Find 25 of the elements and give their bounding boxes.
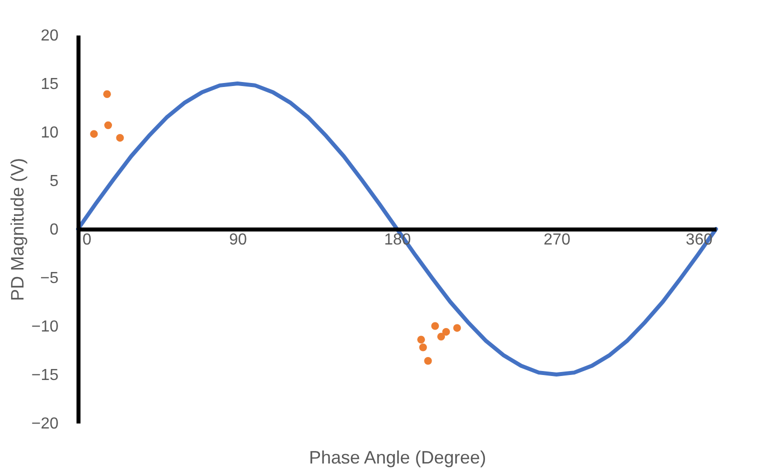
y-axis-title: PD Magnitude (V) — [7, 158, 28, 302]
point — [453, 324, 461, 332]
point — [103, 90, 111, 98]
point — [437, 332, 445, 341]
point — [424, 357, 432, 365]
y-tick-label: −15 — [31, 367, 59, 384]
point — [442, 328, 450, 336]
point — [431, 322, 439, 330]
y-tick-label: 15 — [40, 76, 59, 93]
y-tick-label: 5 — [50, 173, 59, 190]
line-series — [76, 82, 718, 376]
x-tick-label: 270 — [544, 232, 570, 248]
x-tick-label: 90 — [229, 232, 247, 248]
point — [90, 130, 98, 138]
y-tick-label: −10 — [31, 318, 59, 336]
y-tick-label: 20 — [40, 28, 59, 44]
point — [116, 134, 124, 142]
point — [104, 121, 112, 130]
point — [419, 343, 427, 352]
y-tick-label: −5 — [40, 270, 59, 287]
point — [417, 336, 425, 344]
y-tick-label: 10 — [40, 124, 59, 142]
x-axis-title: Phase Angle (Degree) — [308, 448, 486, 468]
y-tick-label: −20 — [31, 416, 59, 432]
x-tick-label: 0 — [82, 232, 92, 248]
